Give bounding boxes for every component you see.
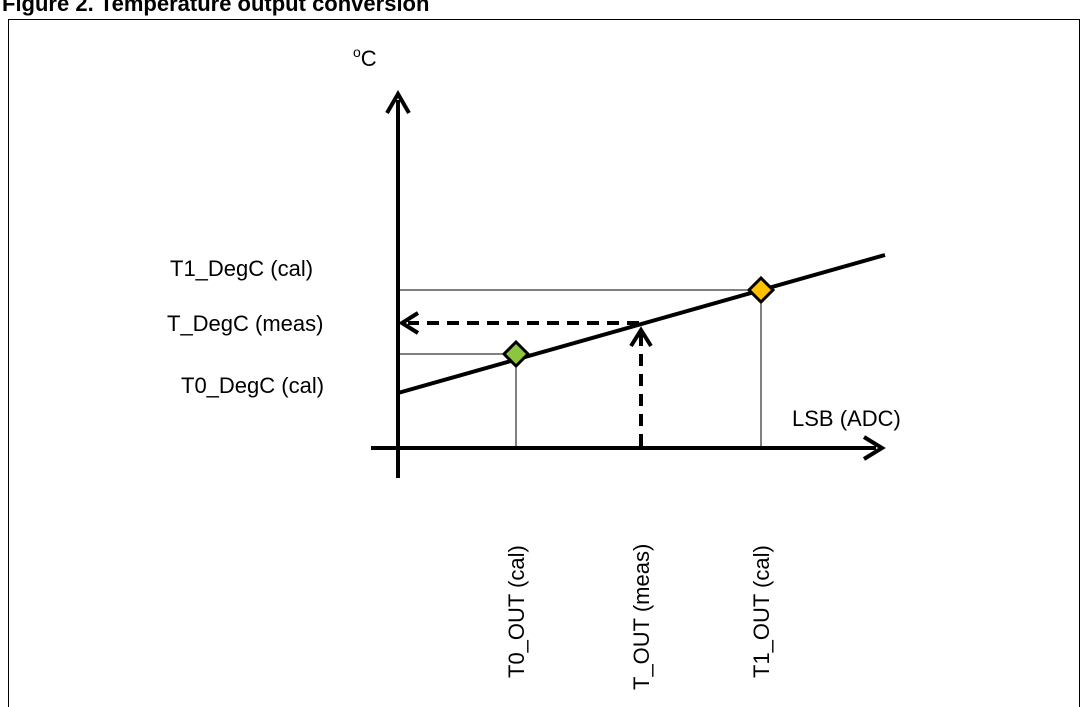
y-label-t1-degc-cal: T1_DegC (cal) xyxy=(170,256,313,281)
meas-vertical-arrowhead xyxy=(629,326,653,348)
y-label-t-degc-meas: T_DegC (meas) xyxy=(167,311,323,336)
t0-calibration-marker xyxy=(501,339,531,369)
meas-horizontal-arrowhead xyxy=(398,311,420,335)
y-axis-unit: oC xyxy=(353,44,377,71)
y-axis-unit-degree: o xyxy=(353,44,361,60)
x-axis-label: LSB (ADC) xyxy=(792,406,901,431)
conversion-line xyxy=(397,253,886,395)
x-axis-arrowhead xyxy=(862,435,886,461)
y-label-t0-degc-cal: T0_DegC (cal) xyxy=(181,373,324,398)
y-axis-unit-letter: C xyxy=(361,46,377,71)
figure-heading: Figure 2. Temperature output conversion xyxy=(2,0,430,16)
x-label-t0-out-cal: T0_OUT (cal) xyxy=(504,545,529,678)
x-label-t-out-meas: T_OUT (meas) xyxy=(629,544,654,690)
t1-calibration-marker xyxy=(746,275,776,305)
x-label-t1-out-cal: T1_OUT (cal) xyxy=(749,545,774,678)
y-axis-arrowhead xyxy=(385,90,411,115)
